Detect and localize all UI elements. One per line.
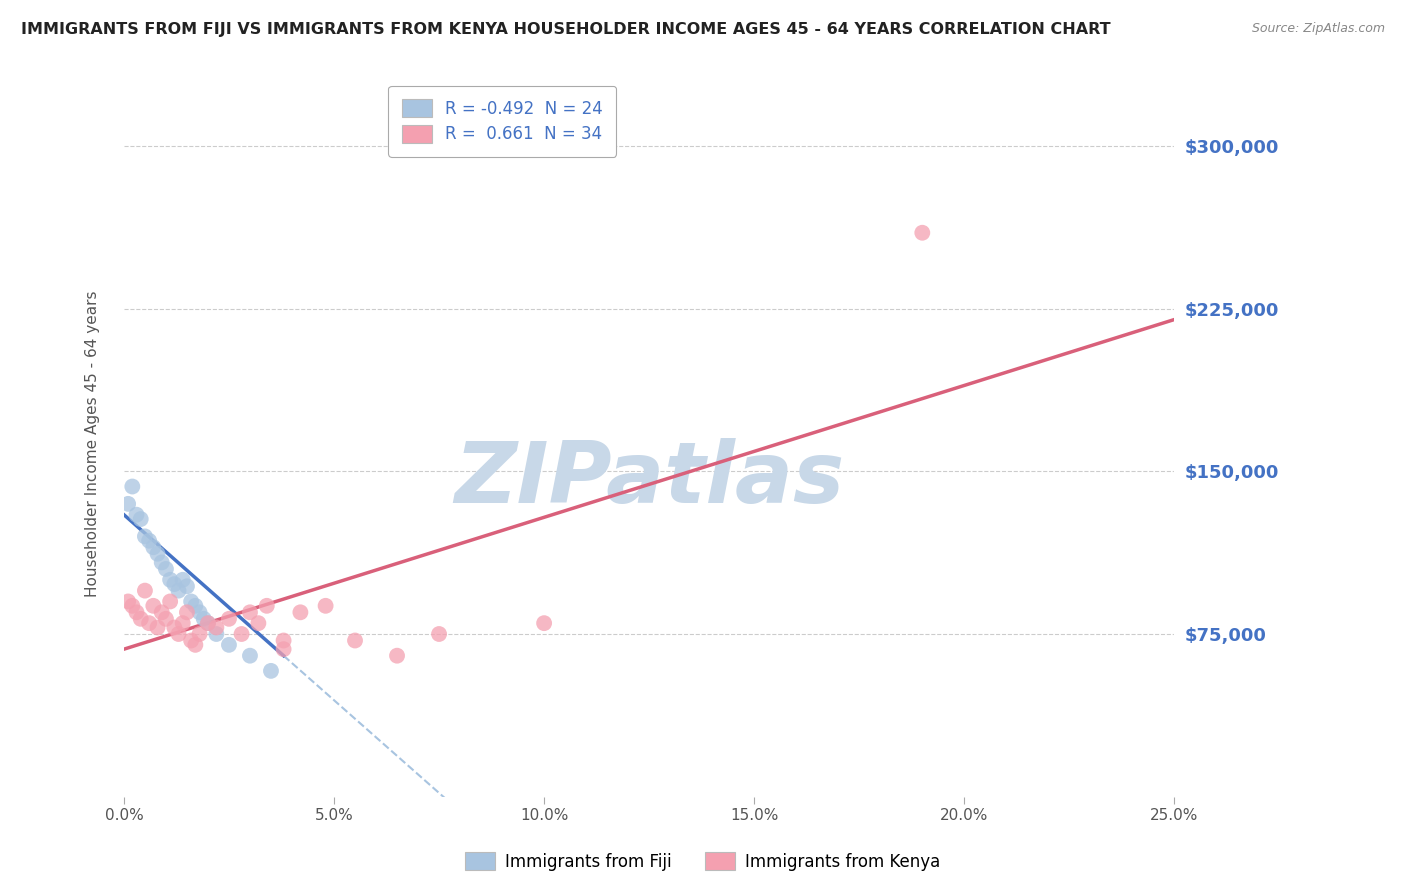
Point (247, 616, 270, 631)
Point (427, 627, 450, 641)
Point (180, 594, 202, 608)
Text: IMMIGRANTS FROM FIJI VS IMMIGRANTS FROM KENYA HOUSEHOLDER INCOME AGES 45 - 64 YE: IMMIGRANTS FROM FIJI VS IMMIGRANTS FROM … (21, 22, 1111, 37)
Point (290, 605, 312, 619)
Point (142, 541, 165, 555)
Point (146, 620, 169, 634)
Point (138, 533, 160, 548)
Point (134, 583, 156, 598)
Text: ZIPatlas: ZIPatlas (454, 438, 844, 521)
Point (180, 633, 202, 648)
Point (315, 599, 337, 613)
Point (129, 612, 152, 626)
Point (155, 612, 177, 626)
Point (533, 616, 555, 631)
Legend: Immigrants from Fiji, Immigrants from Kenya: Immigrants from Fiji, Immigrants from Ke… (457, 844, 949, 880)
Point (218, 638, 240, 652)
Point (218, 612, 240, 626)
Point (129, 512, 152, 526)
Point (146, 547, 169, 561)
Point (205, 627, 228, 641)
Point (231, 627, 253, 641)
Y-axis label: Householder Income Ages 45 - 64 years: Householder Income Ages 45 - 64 years (86, 291, 100, 598)
Point (184, 638, 207, 652)
Point (260, 664, 283, 678)
Point (197, 616, 219, 631)
Point (273, 633, 295, 648)
Point (159, 594, 181, 608)
Point (163, 620, 186, 634)
Point (150, 556, 173, 570)
Point (188, 605, 211, 619)
Legend: R = -0.492  N = 24, R =  0.661  N = 34: R = -0.492 N = 24, R = 0.661 N = 34 (388, 86, 616, 157)
Point (197, 616, 219, 631)
Point (172, 616, 194, 631)
Point (188, 627, 211, 641)
Text: Source: ZipAtlas.com: Source: ZipAtlas.com (1251, 22, 1385, 36)
Point (155, 562, 177, 576)
Point (121, 479, 143, 493)
Point (911, 226, 934, 240)
Point (239, 648, 262, 663)
Point (121, 599, 143, 613)
Point (163, 577, 186, 591)
Point (150, 605, 173, 619)
Point (205, 620, 228, 634)
Point (125, 508, 148, 522)
Point (167, 627, 190, 641)
Point (176, 605, 198, 619)
Point (125, 605, 148, 619)
Point (239, 605, 262, 619)
Point (117, 594, 139, 608)
Point (159, 573, 181, 587)
Point (117, 497, 139, 511)
Point (176, 579, 198, 593)
Point (193, 612, 215, 626)
Point (167, 583, 190, 598)
Point (142, 599, 165, 613)
Point (344, 633, 367, 648)
Point (172, 573, 194, 587)
Point (273, 642, 295, 657)
Point (138, 616, 160, 631)
Point (134, 529, 156, 543)
Point (385, 648, 408, 663)
Point (256, 599, 278, 613)
Point (184, 599, 207, 613)
